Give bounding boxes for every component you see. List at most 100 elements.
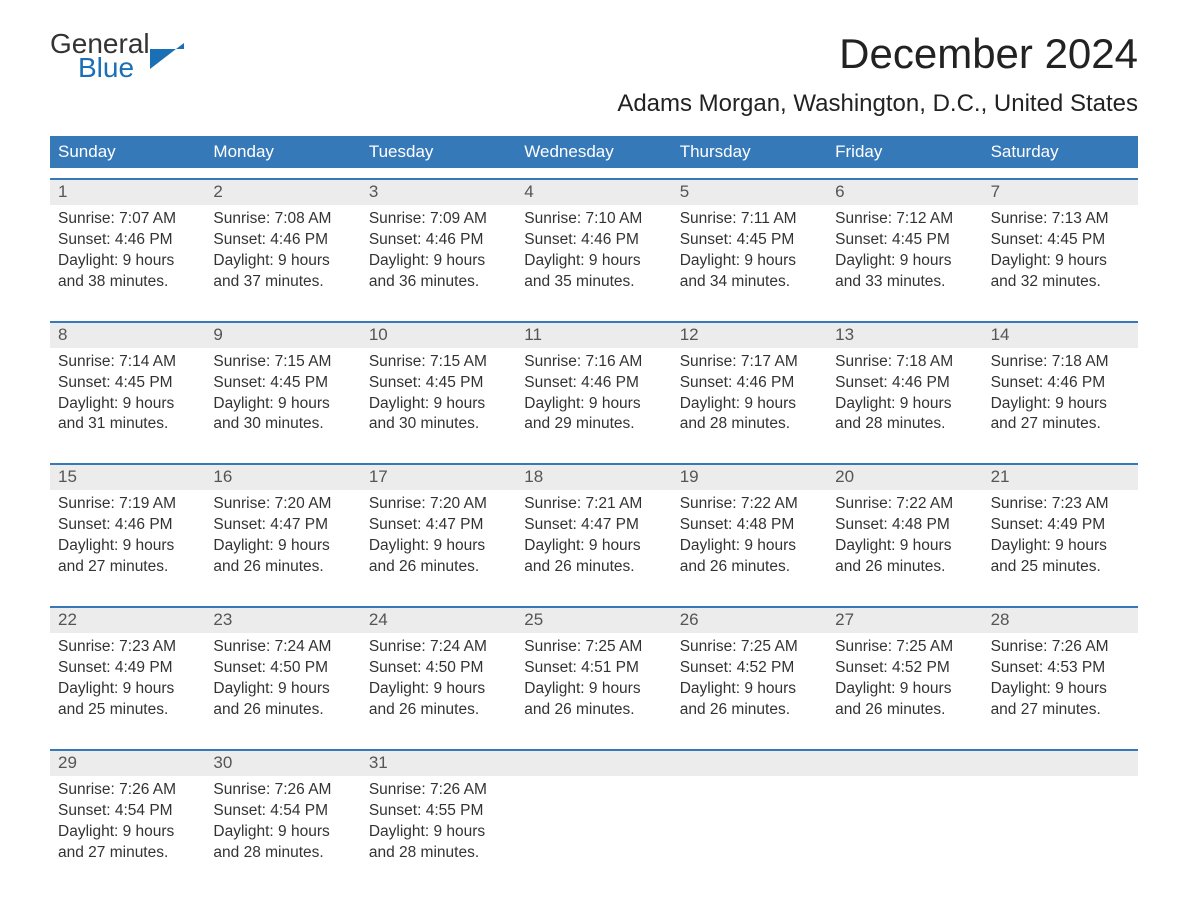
sunrise-line: Sunrise: 7:24 AM xyxy=(369,637,508,658)
sunset-line: Sunset: 4:47 PM xyxy=(369,515,508,536)
daylight-line: Daylight: 9 hours and 27 minutes. xyxy=(991,679,1130,721)
day-body: Sunrise: 7:20 AMSunset: 4:47 PMDaylight:… xyxy=(361,490,516,596)
day-cell: 8Sunrise: 7:14 AMSunset: 4:45 PMDaylight… xyxy=(50,323,205,454)
day-number: 1 xyxy=(50,180,205,205)
week-row: 1Sunrise: 7:07 AMSunset: 4:46 PMDaylight… xyxy=(50,178,1138,311)
day-cell: 19Sunrise: 7:22 AMSunset: 4:48 PMDayligh… xyxy=(672,465,827,596)
daylight-line: Daylight: 9 hours and 27 minutes. xyxy=(58,536,197,578)
day-body: Sunrise: 7:26 AMSunset: 4:55 PMDaylight:… xyxy=(361,776,516,882)
day-body: Sunrise: 7:22 AMSunset: 4:48 PMDaylight:… xyxy=(827,490,982,596)
daylight-line: Daylight: 9 hours and 32 minutes. xyxy=(991,251,1130,293)
sunrise-line: Sunrise: 7:18 AM xyxy=(991,352,1130,373)
day-body: Sunrise: 7:07 AMSunset: 4:46 PMDaylight:… xyxy=(50,205,205,311)
daylight-line: Daylight: 9 hours and 33 minutes. xyxy=(835,251,974,293)
day-cell xyxy=(672,751,827,882)
day-number: 6 xyxy=(827,180,982,205)
day-number: 10 xyxy=(361,323,516,348)
day-number: 22 xyxy=(50,608,205,633)
day-number: 31 xyxy=(361,751,516,776)
sunset-line: Sunset: 4:54 PM xyxy=(58,801,197,822)
day-number-empty xyxy=(983,751,1138,776)
day-body: Sunrise: 7:25 AMSunset: 4:52 PMDaylight:… xyxy=(827,633,982,739)
sunset-line: Sunset: 4:47 PM xyxy=(213,515,352,536)
day-number-empty xyxy=(516,751,671,776)
day-number: 15 xyxy=(50,465,205,490)
sunrise-line: Sunrise: 7:19 AM xyxy=(58,494,197,515)
day-cell: 29 Sunrise: 7:26 AMSunset: 4:54 PMDayligh… xyxy=(50,751,205,882)
daylight-line: Daylight: 9 hours and 26 minutes. xyxy=(680,536,819,578)
daylight-line: Daylight: 9 hours and 28 minutes. xyxy=(835,394,974,436)
weekday-saturday: Saturday xyxy=(983,136,1138,168)
sunrise-line: Sunrise: 7:12 AM xyxy=(835,209,974,230)
sunset-line: Sunset: 4:45 PM xyxy=(991,230,1130,251)
daylight-line: Daylight: 9 hours and 31 minutes. xyxy=(58,394,197,436)
day-number: 29 xyxy=(50,751,205,776)
day-number: 27 xyxy=(827,608,982,633)
sunset-line: Sunset: 4:46 PM xyxy=(991,373,1130,394)
day-cell: 22Sunrise: 7:23 AMSunset: 4:49 PMDayligh… xyxy=(50,608,205,739)
daylight-line: Daylight: 9 hours and 28 minutes. xyxy=(213,822,352,864)
sunset-line: Sunset: 4:49 PM xyxy=(58,658,197,679)
week-row: 22Sunrise: 7:23 AMSunset: 4:49 PMDayligh… xyxy=(50,606,1138,739)
daylight-line: Daylight: 9 hours and 30 minutes. xyxy=(369,394,508,436)
daylight-line: Daylight: 9 hours and 26 minutes. xyxy=(524,679,663,721)
sunrise-line: Sunrise: 7:17 AM xyxy=(680,352,819,373)
sunrise-line: Sunrise: 7:20 AM xyxy=(213,494,352,515)
day-body: Sunrise: 7:11 AMSunset: 4:45 PMDaylight:… xyxy=(672,205,827,311)
day-cell: 25Sunrise: 7:25 AMSunset: 4:51 PMDayligh… xyxy=(516,608,671,739)
daylight-line: Daylight: 9 hours and 37 minutes. xyxy=(213,251,352,293)
sunset-line: Sunset: 4:45 PM xyxy=(58,373,197,394)
day-body: Sunrise: 7:18 AMSunset: 4:46 PMDaylight:… xyxy=(983,348,1138,454)
day-body: Sunrise: 7:23 AMSunset: 4:49 PMDaylight:… xyxy=(983,490,1138,596)
day-number: 19 xyxy=(672,465,827,490)
sunset-line: Sunset: 4:51 PM xyxy=(524,658,663,679)
day-number: 5 xyxy=(672,180,827,205)
sunrise-line: Sunrise: 7:15 AM xyxy=(369,352,508,373)
day-cell: 17Sunrise: 7:20 AMSunset: 4:47 PMDayligh… xyxy=(361,465,516,596)
day-cell: 30Sunrise: 7:26 AMSunset: 4:54 PMDayligh… xyxy=(205,751,360,882)
day-number: 9 xyxy=(205,323,360,348)
calendar: SundayMondayTuesdayWednesdayThursdayFrid… xyxy=(50,136,1138,881)
day-number: 7 xyxy=(983,180,1138,205)
day-body: Sunrise: 7:10 AMSunset: 4:46 PMDaylight:… xyxy=(516,205,671,311)
daylight-line: Daylight: 9 hours and 25 minutes. xyxy=(58,679,197,721)
sunrise-line: Sunrise: 7:26 AM xyxy=(991,637,1130,658)
sunrise-line: Sunrise: 7:13 AM xyxy=(991,209,1130,230)
weekday-monday: Monday xyxy=(205,136,360,168)
sunset-line: Sunset: 4:52 PM xyxy=(835,658,974,679)
sunset-line: Sunset: 4:47 PM xyxy=(524,515,663,536)
week-row: 8Sunrise: 7:14 AMSunset: 4:45 PMDaylight… xyxy=(50,321,1138,454)
daylight-line: Daylight: 9 hours and 27 minutes. xyxy=(58,822,197,864)
weekday-wednesday: Wednesday xyxy=(516,136,671,168)
day-number-empty xyxy=(827,751,982,776)
sunrise-line: Sunrise: 7:22 AM xyxy=(680,494,819,515)
day-cell xyxy=(983,751,1138,882)
day-number: 26 xyxy=(672,608,827,633)
sunset-line: Sunset: 4:49 PM xyxy=(991,515,1130,536)
daylight-line: Daylight: 9 hours and 26 minutes. xyxy=(369,679,508,721)
day-number: 14 xyxy=(983,323,1138,348)
sunrise-line: Sunrise: 7:14 AM xyxy=(58,352,197,373)
sunrise-line: Sunrise: 7:21 AM xyxy=(524,494,663,515)
day-body: Sunrise: 7:22 AMSunset: 4:48 PMDaylight:… xyxy=(672,490,827,596)
day-body: Sunrise: 7:26 AMSunset: 4:53 PMDaylight:… xyxy=(983,633,1138,739)
day-cell: 18Sunrise: 7:21 AMSunset: 4:47 PMDayligh… xyxy=(516,465,671,596)
sunrise-line: Sunrise: 7:15 AM xyxy=(213,352,352,373)
day-body: Sunrise: 7:09 AMSunset: 4:46 PMDaylight:… xyxy=(361,205,516,311)
day-number: 18 xyxy=(516,465,671,490)
day-number-empty xyxy=(672,751,827,776)
daylight-line: Daylight: 9 hours and 35 minutes. xyxy=(524,251,663,293)
daylight-line: Daylight: 9 hours and 38 minutes. xyxy=(58,251,197,293)
sunrise-line: Sunrise: 7:26 AM xyxy=(369,780,508,801)
week-row: 15Sunrise: 7:19 AMSunset: 4:46 PMDayligh… xyxy=(50,463,1138,596)
sunrise-line: Sunrise: 7:26 AM xyxy=(58,780,197,801)
day-body: Sunrise: 7:14 AMSunset: 4:45 PMDaylight:… xyxy=(50,348,205,454)
day-body: Sunrise: 7:17 AMSunset: 4:46 PMDaylight:… xyxy=(672,348,827,454)
sunrise-line: Sunrise: 7:16 AM xyxy=(524,352,663,373)
day-number: 16 xyxy=(205,465,360,490)
day-number: 21 xyxy=(983,465,1138,490)
sunset-line: Sunset: 4:55 PM xyxy=(369,801,508,822)
sunset-line: Sunset: 4:45 PM xyxy=(835,230,974,251)
day-number: 8 xyxy=(50,323,205,348)
daylight-line: Daylight: 9 hours and 28 minutes. xyxy=(680,394,819,436)
